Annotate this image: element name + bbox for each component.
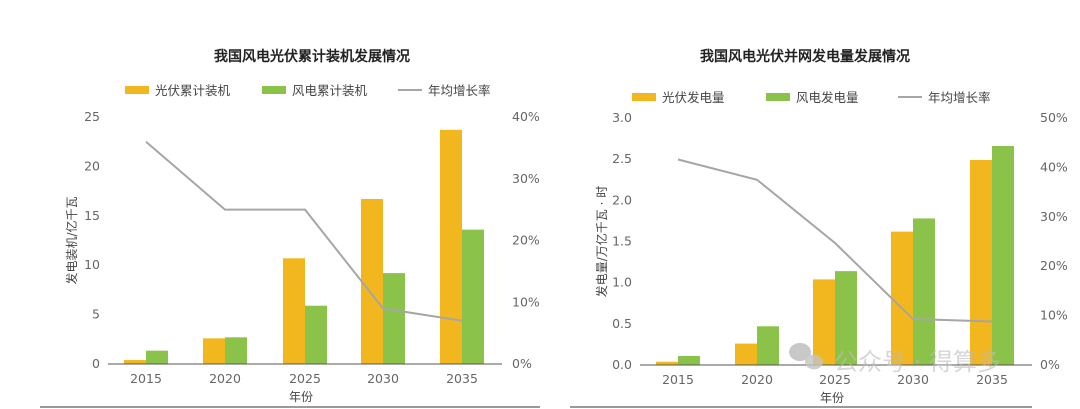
bar-风电累计装机-2030 bbox=[383, 273, 405, 364]
bar-风电累计装机-2025 bbox=[305, 305, 327, 364]
y-tick-label: 0.0 bbox=[612, 357, 632, 372]
x-tick-label: 2015 bbox=[130, 371, 162, 386]
legend-swatch-2 bbox=[766, 93, 790, 101]
legend-label-3: 年均增长率 bbox=[428, 83, 491, 98]
x-tick-label: 2020 bbox=[209, 371, 241, 386]
y-tick-label: 20 bbox=[84, 158, 100, 173]
wechat-icon bbox=[789, 343, 811, 361]
legend-swatch-1 bbox=[632, 93, 656, 101]
y2-tick-label: 40% bbox=[512, 109, 540, 124]
y-tick-label: 2.5 bbox=[612, 151, 632, 166]
y-axis-label: 发电装机/亿千瓦 bbox=[64, 196, 79, 284]
y2-tick-label: 0% bbox=[1040, 357, 1060, 372]
x-tick-label: 2035 bbox=[976, 372, 1008, 387]
y-tick-label: 0.5 bbox=[612, 316, 632, 331]
y-tick-label: 3.0 bbox=[612, 110, 632, 125]
y-tick-label: 15 bbox=[84, 208, 100, 223]
bar-风电发电量-2035 bbox=[992, 145, 1014, 365]
x-axis-label: 年份 bbox=[820, 391, 844, 405]
x-tick-label: 2025 bbox=[289, 371, 321, 386]
y2-tick-label: 40% bbox=[1040, 159, 1068, 174]
y-tick-label: 5 bbox=[92, 307, 100, 322]
bar-光伏累计装机-2025 bbox=[283, 258, 305, 364]
watermark-text: 公众号 · 得算多 bbox=[834, 348, 1001, 376]
y-axis-label: 发电量/万亿千瓦 · 时 bbox=[594, 186, 609, 298]
wechat-icon-bubble bbox=[805, 354, 823, 370]
x-axis-label: 年份 bbox=[289, 390, 313, 404]
x-tick-label: 2015 bbox=[662, 372, 694, 387]
chart-title: 我国风电光伏并网发电量发展情况 bbox=[700, 48, 910, 65]
y2-tick-label: 50% bbox=[1040, 110, 1068, 125]
bar-光伏发电量-2015 bbox=[656, 361, 678, 365]
y2-tick-label: 30% bbox=[512, 171, 540, 186]
x-tick-label: 2030 bbox=[367, 371, 399, 386]
legend-label-2: 风电发电量 bbox=[796, 90, 859, 105]
bar-光伏累计装机-2030 bbox=[361, 199, 383, 364]
bar-风电发电量-2020 bbox=[757, 326, 779, 365]
bar-光伏发电量-2020 bbox=[735, 343, 757, 365]
x-tick-label: 2030 bbox=[897, 372, 929, 387]
bar-光伏累计装机-2020 bbox=[203, 338, 225, 364]
legend-swatch-1 bbox=[125, 86, 149, 94]
bar-光伏发电量-2035 bbox=[970, 159, 992, 365]
y2-tick-label: 10% bbox=[1040, 308, 1068, 323]
y-tick-label: 0 bbox=[92, 356, 100, 371]
chart-title: 我国风电光伏累计装机发展情况 bbox=[214, 48, 410, 65]
bar-光伏发电量-2030 bbox=[891, 231, 913, 365]
y-tick-label: 10 bbox=[84, 257, 100, 272]
legend-label-1: 光伏发电量 bbox=[662, 90, 725, 105]
bar-光伏累计装机-2035 bbox=[440, 129, 462, 364]
y-tick-label: 25 bbox=[84, 109, 100, 124]
y2-tick-label: 20% bbox=[512, 233, 540, 248]
legend-label-1: 光伏累计装机 bbox=[155, 83, 231, 98]
bar-风电累计装机-2020 bbox=[225, 337, 247, 364]
bar-风电发电量-2025 bbox=[835, 271, 857, 365]
y2-tick-label: 0% bbox=[512, 356, 532, 371]
bar-风电发电量-2015 bbox=[678, 355, 700, 365]
legend-label-2: 风电累计装机 bbox=[292, 83, 368, 98]
y-tick-label: 2.0 bbox=[612, 192, 632, 207]
bar-风电累计装机-2015 bbox=[146, 350, 168, 364]
legend-swatch-2 bbox=[262, 86, 286, 94]
y2-tick-label: 20% bbox=[1040, 258, 1068, 273]
x-tick-label: 2035 bbox=[446, 371, 478, 386]
bar-风电累计装机-2035 bbox=[462, 229, 484, 364]
legend-label-3: 年均增长率 bbox=[928, 90, 991, 105]
y-tick-label: 1.5 bbox=[612, 234, 632, 249]
bar-光伏发电量-2025 bbox=[813, 279, 835, 365]
y2-tick-label: 30% bbox=[1040, 209, 1068, 224]
y-tick-label: 1.0 bbox=[612, 275, 632, 290]
x-tick-label: 2020 bbox=[741, 372, 773, 387]
x-tick-label: 2025 bbox=[819, 372, 851, 387]
wechat-watermark: 公众号 · 得算多 bbox=[789, 343, 1001, 376]
bar-风电发电量-2030 bbox=[913, 218, 935, 365]
bar-光伏累计装机-2015 bbox=[124, 360, 146, 364]
y2-tick-label: 10% bbox=[512, 294, 540, 309]
